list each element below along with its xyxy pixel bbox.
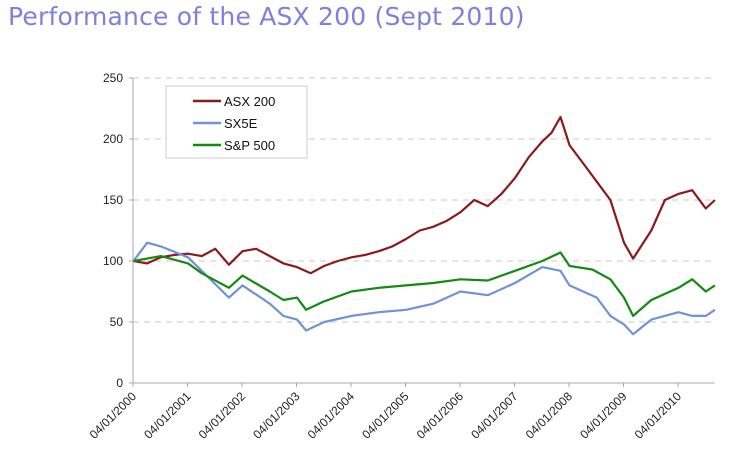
legend bbox=[165, 85, 308, 159]
x-tick-label: 04/01/2008 bbox=[523, 389, 576, 442]
y-tick-label: 250 bbox=[103, 71, 123, 85]
x-tick-label: 04/01/2002 bbox=[196, 389, 249, 442]
x-tick-label: 04/01/2000 bbox=[87, 389, 140, 442]
series-line-asx-200 bbox=[133, 115, 716, 275]
y-tick-label: 150 bbox=[103, 193, 123, 207]
x-tick-label: 04/01/2005 bbox=[359, 389, 412, 442]
x-tick-label: 04/01/2003 bbox=[250, 389, 303, 442]
y-tick-label: 50 bbox=[110, 315, 124, 329]
series-line-sx5e bbox=[132, 241, 716, 336]
legend-label: SX5E bbox=[224, 116, 258, 131]
chart-title: Performance of the ASX 200 (Sept 2010) bbox=[8, 2, 525, 31]
x-tick-label: 04/01/2010 bbox=[632, 389, 685, 442]
legend-label: S&P 500 bbox=[224, 138, 275, 153]
series-line-s-p-500 bbox=[133, 251, 716, 317]
y-tick-label: 0 bbox=[116, 376, 123, 390]
x-tick-label: 04/01/2001 bbox=[141, 389, 194, 442]
x-tick-label: 04/01/2006 bbox=[414, 389, 467, 442]
y-tick-label: 100 bbox=[103, 254, 123, 268]
x-tick-label: 04/01/2009 bbox=[577, 389, 630, 442]
x-tick-label: 04/01/2004 bbox=[305, 389, 358, 442]
legend-label: ASX 200 bbox=[224, 94, 275, 109]
x-tick-label: 04/01/2007 bbox=[468, 389, 521, 442]
y-tick-label: 200 bbox=[103, 132, 123, 146]
